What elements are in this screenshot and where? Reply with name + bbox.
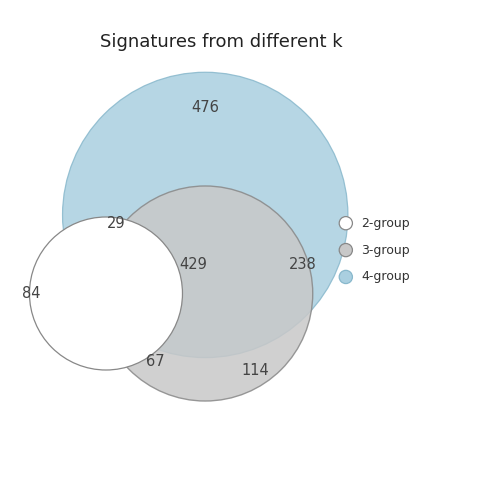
Circle shape xyxy=(29,217,182,370)
Text: 476: 476 xyxy=(192,100,219,115)
Text: 2-group: 2-group xyxy=(361,217,410,230)
Text: 67: 67 xyxy=(146,354,165,369)
Text: 29: 29 xyxy=(107,216,125,231)
Text: 114: 114 xyxy=(241,362,269,377)
Text: 4-group: 4-group xyxy=(361,271,410,283)
Title: Signatures from different k: Signatures from different k xyxy=(100,33,343,51)
Circle shape xyxy=(339,270,352,284)
Circle shape xyxy=(339,217,352,230)
Circle shape xyxy=(62,72,348,358)
Text: 429: 429 xyxy=(179,257,207,272)
Text: 84: 84 xyxy=(22,286,41,301)
Text: 238: 238 xyxy=(288,257,317,272)
Circle shape xyxy=(339,243,352,257)
Circle shape xyxy=(98,186,313,401)
Text: 3-group: 3-group xyxy=(361,243,410,257)
